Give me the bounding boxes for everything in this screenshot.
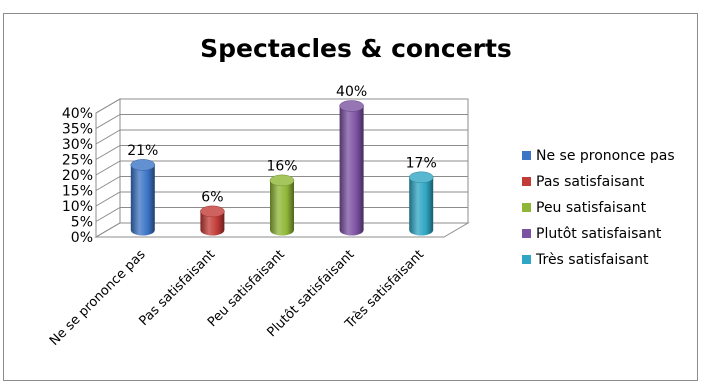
y-tick-label: 15% (62, 184, 93, 200)
chart-title: Spectacles & concerts (200, 34, 512, 63)
y-tick-label: 25% (62, 153, 93, 169)
bar-top (339, 100, 364, 112)
bar-top (269, 174, 295, 187)
data-label: 17% (406, 155, 437, 171)
y-tick-label: 5% (71, 215, 93, 231)
bar (269, 174, 295, 236)
bar-body (200, 211, 225, 236)
y-tick-label: 30% (62, 137, 93, 153)
category-label: Ne se prononce pas (47, 247, 149, 349)
bar-top (130, 159, 156, 171)
bar-body (339, 106, 364, 236)
y-tick-label: 40% (62, 106, 93, 122)
bar-body (270, 180, 294, 236)
bar (408, 171, 434, 236)
bar (339, 100, 364, 236)
legend-swatch (522, 151, 531, 160)
legend-swatch (522, 255, 531, 264)
y-tick-label: 20% (62, 168, 93, 184)
bar (130, 159, 156, 236)
bar (200, 205, 225, 236)
legend-entry: Ne se prononce pas (536, 148, 675, 164)
bar-body (130, 164, 155, 236)
y-tick-label: 10% (62, 199, 93, 215)
data-label: 6% (201, 189, 223, 205)
legend-entry: Peu satisfaisant (536, 200, 647, 216)
bar-top (200, 205, 225, 218)
gridline (95, 98, 468, 114)
legend-entry: Très satisfaisant (535, 252, 649, 268)
y-tick-label: 35% (62, 122, 93, 138)
legend-swatch (522, 229, 531, 238)
category-label: Pas satisfaisant (136, 247, 218, 329)
legend-swatch (522, 177, 531, 186)
data-labels: 21% 6% 16% 40% 17% (127, 84, 437, 205)
legend: Ne se prononce pas Pas satisfaisant Peu sa… (522, 148, 675, 268)
legend-swatch (522, 203, 531, 212)
y-axis-ticks: 0%5%10%15%20%25%30%35%40% (62, 106, 93, 246)
bars (130, 100, 434, 236)
y-tick-label: 0% (71, 230, 93, 246)
bar-top (408, 171, 434, 184)
legend-entry: Pas satisfaisant (536, 174, 645, 190)
data-label: 21% (127, 143, 158, 159)
bar-body (409, 177, 434, 236)
data-label: 16% (266, 158, 297, 174)
legend-entry: Plutôt satisfaisant (536, 226, 662, 242)
data-label: 40% (336, 84, 367, 100)
